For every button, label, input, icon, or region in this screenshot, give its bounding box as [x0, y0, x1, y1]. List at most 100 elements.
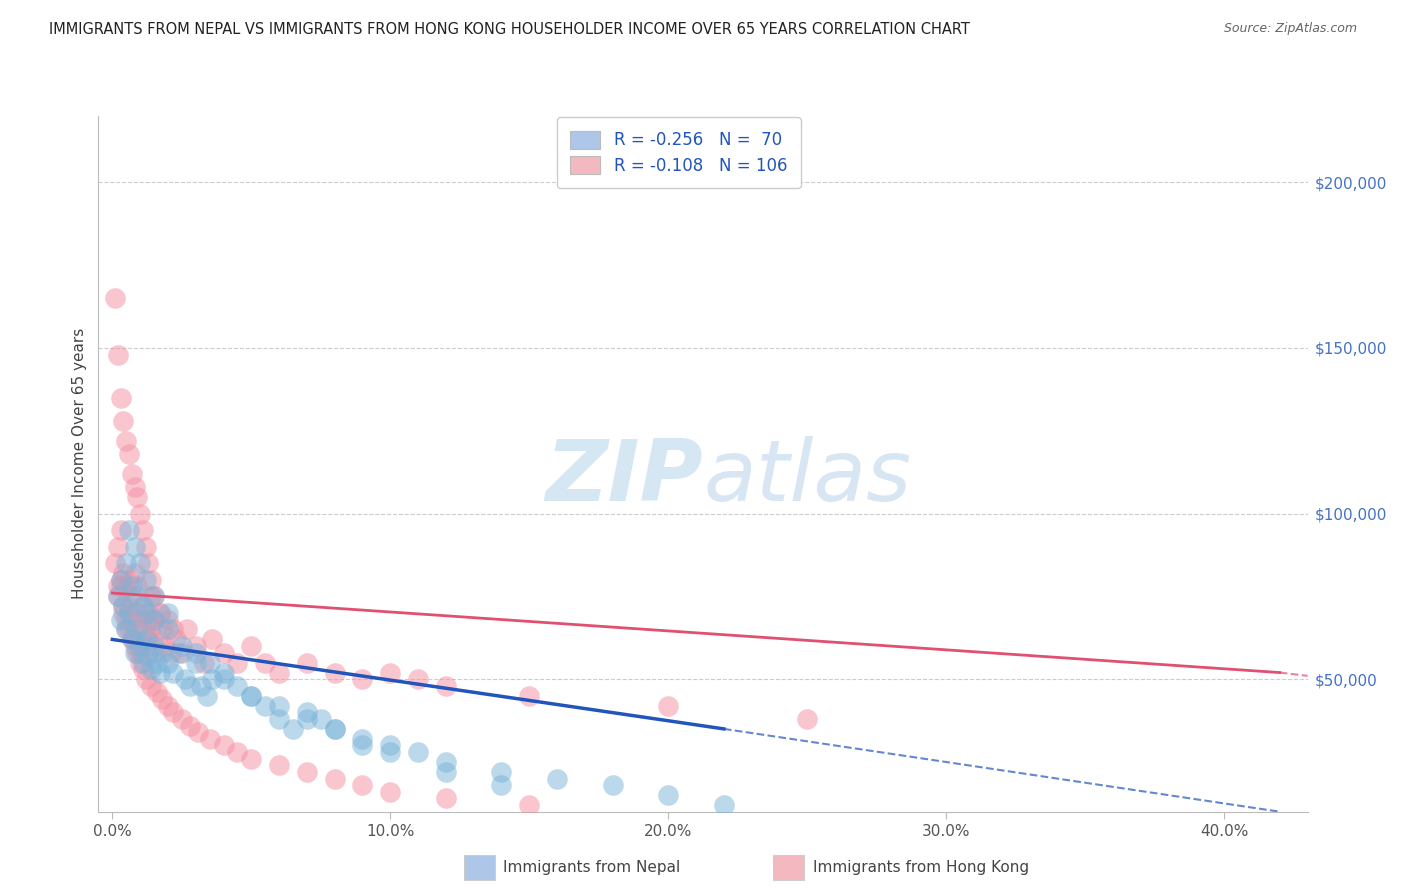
- Text: Source: ZipAtlas.com: Source: ZipAtlas.com: [1223, 22, 1357, 36]
- Point: [212, 672, 235, 686]
- Point: [352, 672, 374, 686]
- Point: [212, 739, 235, 753]
- Point: [138, 613, 160, 627]
- Point: [107, 590, 129, 604]
- Point: [491, 778, 513, 792]
- Point: [309, 712, 332, 726]
- Point: [110, 523, 132, 537]
- Point: [195, 689, 218, 703]
- Point: [546, 772, 568, 786]
- Point: [127, 490, 149, 504]
- Point: [148, 606, 170, 620]
- Point: [132, 599, 155, 614]
- Point: [132, 623, 155, 637]
- Point: [118, 523, 141, 537]
- Point: [138, 606, 160, 620]
- Point: [184, 639, 207, 653]
- Point: [143, 639, 166, 653]
- Point: [148, 665, 170, 680]
- Point: [110, 573, 132, 587]
- Point: [132, 599, 155, 614]
- Point: [110, 613, 132, 627]
- Point: [148, 606, 170, 620]
- Point: [167, 646, 190, 660]
- Point: [380, 785, 402, 799]
- Point: [127, 646, 149, 660]
- Point: [124, 540, 146, 554]
- Point: [118, 599, 141, 614]
- Point: [146, 656, 169, 670]
- Point: [162, 706, 184, 720]
- Point: [121, 467, 143, 481]
- Point: [115, 579, 138, 593]
- Point: [156, 613, 179, 627]
- Point: [254, 656, 277, 670]
- Point: [240, 689, 263, 703]
- Point: [121, 632, 143, 647]
- Point: [129, 507, 152, 521]
- Point: [295, 712, 318, 726]
- Text: Immigrants from Hong Kong: Immigrants from Hong Kong: [813, 860, 1029, 874]
- Point: [352, 739, 374, 753]
- Point: [796, 712, 818, 726]
- Point: [226, 656, 249, 670]
- Point: [135, 672, 157, 686]
- Point: [323, 665, 346, 680]
- Point: [129, 556, 152, 570]
- Point: [135, 540, 157, 554]
- Point: [254, 698, 277, 713]
- Point: [352, 778, 374, 792]
- Point: [150, 692, 173, 706]
- Point: [135, 606, 157, 620]
- Point: [212, 646, 235, 660]
- Point: [153, 639, 176, 653]
- Point: [434, 791, 457, 805]
- Point: [115, 613, 138, 627]
- Point: [162, 665, 184, 680]
- Point: [406, 745, 429, 759]
- Point: [118, 623, 141, 637]
- Point: [240, 689, 263, 703]
- Point: [138, 632, 160, 647]
- Point: [104, 291, 127, 305]
- Point: [118, 573, 141, 587]
- Point: [124, 646, 146, 660]
- Point: [138, 556, 160, 570]
- Point: [150, 623, 173, 637]
- Point: [129, 613, 152, 627]
- Point: [491, 764, 513, 779]
- Point: [143, 590, 166, 604]
- Point: [115, 556, 138, 570]
- Point: [107, 579, 129, 593]
- Text: atlas: atlas: [703, 436, 911, 519]
- Point: [281, 722, 304, 736]
- Point: [107, 540, 129, 554]
- Point: [406, 672, 429, 686]
- Point: [135, 632, 157, 647]
- Point: [156, 606, 179, 620]
- Point: [124, 480, 146, 494]
- Point: [127, 606, 149, 620]
- Point: [146, 632, 169, 647]
- Point: [295, 764, 318, 779]
- Point: [143, 613, 166, 627]
- Point: [269, 758, 291, 772]
- Point: [141, 662, 163, 676]
- Point: [190, 679, 212, 693]
- Point: [434, 679, 457, 693]
- Y-axis label: Householder Income Over 65 years: Householder Income Over 65 years: [72, 328, 87, 599]
- Point: [141, 590, 163, 604]
- Point: [657, 788, 679, 802]
- Point: [201, 672, 224, 686]
- Point: [184, 646, 207, 660]
- Point: [380, 739, 402, 753]
- Point: [129, 656, 152, 670]
- Point: [193, 656, 215, 670]
- Point: [352, 731, 374, 746]
- Point: [434, 764, 457, 779]
- Point: [323, 722, 346, 736]
- Point: [269, 698, 291, 713]
- Point: [184, 656, 207, 670]
- Point: [240, 639, 263, 653]
- Point: [121, 632, 143, 647]
